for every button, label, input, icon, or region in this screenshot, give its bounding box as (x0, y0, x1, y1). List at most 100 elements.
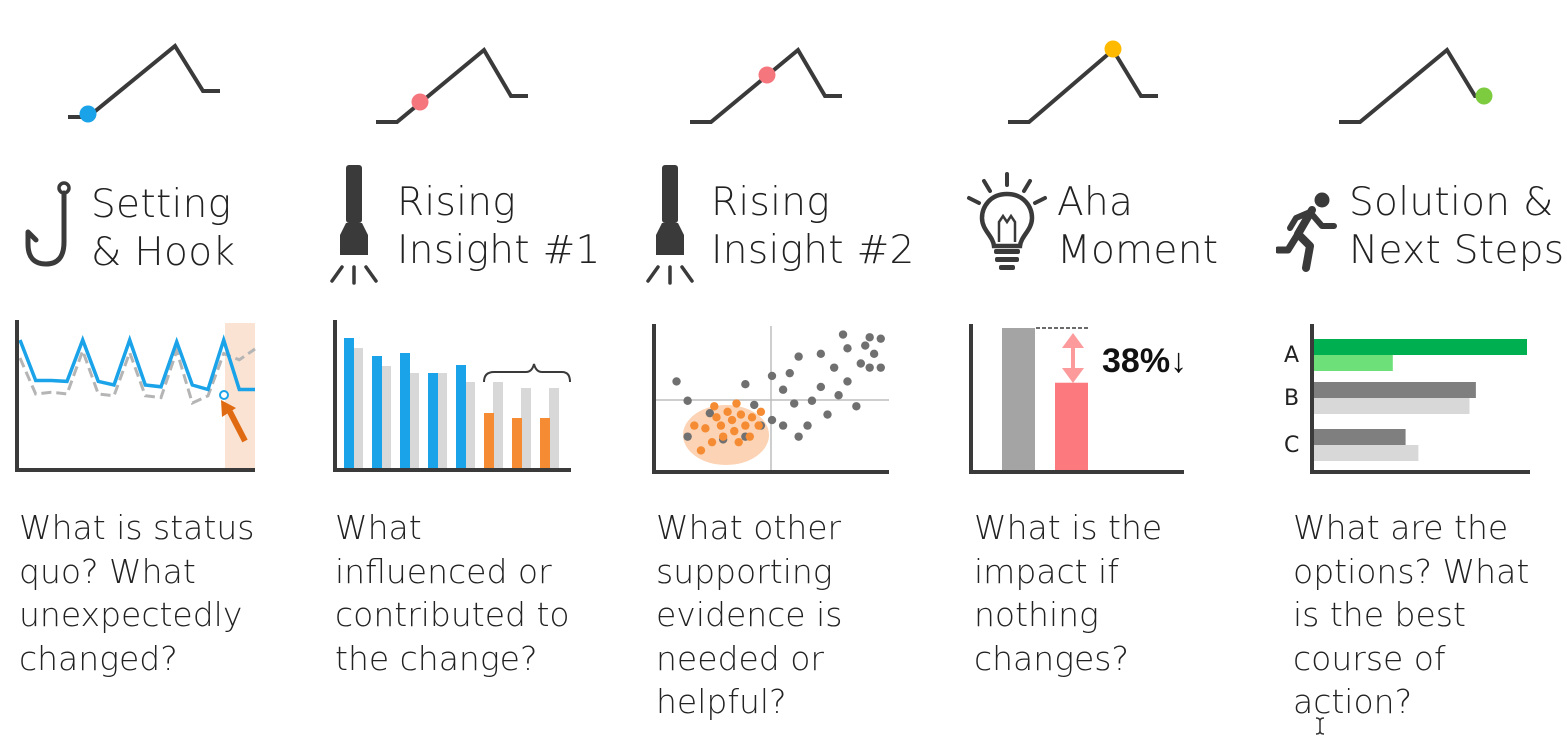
scatter-point-highlight (716, 421, 726, 430)
scatter-point (876, 363, 885, 372)
scatter-point-highlight (734, 437, 743, 447)
scatter-point-highlight (707, 437, 717, 447)
chart-axes (969, 324, 1184, 474)
scatter-point-highlight (732, 399, 741, 408)
bar-chart-impact: 38%↓ (969, 324, 1187, 474)
stage-title: Setting & Hook (91, 182, 236, 275)
lightbulb-icon (967, 172, 1047, 270)
scatter-point-highlight (727, 415, 737, 425)
scatter-point (856, 359, 865, 368)
impact-percentage-label: 38%↓ (1102, 342, 1187, 380)
stage-title: Rising Insight #1 (397, 180, 601, 273)
scatter-point (834, 391, 843, 400)
scatter-chart-evidence (652, 324, 889, 474)
story-arc-position-dot (758, 66, 776, 84)
bar-comparison (409, 373, 419, 468)
scatter-point-highlight (741, 421, 750, 430)
bar-comparison (465, 382, 475, 468)
scatter-point-highlight (718, 432, 728, 441)
bar-option (1314, 339, 1527, 355)
scatter-point (672, 377, 681, 386)
chart-marker (219, 390, 229, 400)
scatter-point (829, 363, 839, 372)
horizontal-bar-chart-options: ABC (1284, 324, 1530, 474)
scatter-point (683, 396, 692, 405)
bar-primary (344, 338, 354, 468)
trend-arrow-icon (221, 400, 248, 443)
scatter-point (778, 421, 788, 430)
scatter-point-highlight (754, 421, 763, 430)
story-arc-icon (690, 46, 842, 124)
bar-chart-influences (333, 320, 571, 472)
scatter-point-highlight (690, 421, 699, 430)
chart-series-actual (18, 334, 255, 392)
chart-axes (652, 324, 889, 474)
scatter-point (816, 349, 826, 359)
scatter-point-highlight (701, 424, 710, 433)
bar-highlight (484, 413, 494, 468)
bar-comparison (381, 366, 391, 468)
bar-current (1002, 328, 1035, 472)
stage-question: What are the options? What is the best c… (1293, 508, 1530, 721)
bar-comparison (493, 382, 503, 468)
scatter-point (865, 363, 874, 372)
scatter-point (794, 352, 803, 361)
scatter-point (852, 402, 861, 411)
bar-option (1314, 429, 1406, 445)
bar-option (1314, 382, 1476, 398)
scatter-point (778, 385, 788, 394)
scatter-point-highlight (745, 432, 754, 441)
bar-comparison (549, 388, 559, 468)
line-chart-status-quo (15, 320, 256, 472)
scatter-point (750, 400, 759, 410)
bar-option-comparison (1314, 398, 1470, 414)
chart-axes (1310, 324, 1530, 474)
bar-highlight (512, 418, 522, 468)
scatter-point (843, 344, 852, 353)
scatter-point (869, 349, 879, 359)
scatter-point (865, 333, 874, 342)
story-arc-position-dot (411, 93, 429, 111)
bar-primary (456, 365, 466, 468)
text-cursor-icon (1315, 717, 1325, 735)
category-label: C (1284, 433, 1299, 458)
category-label: A (1284, 343, 1299, 368)
chart-axes (333, 320, 571, 472)
stage-question: What other supporting evidence is needed… (656, 508, 843, 721)
stage-column-aha-moment: Aha Moment 38%↓ What is the impact if no… (0, 0, 1218, 741)
scatter-point (838, 330, 848, 339)
running-person-icon (1276, 192, 1337, 272)
scatter-point-highlight (723, 407, 732, 416)
bar-comparison (437, 373, 447, 468)
story-arc-position-dot (1475, 87, 1493, 105)
scatter-point (767, 371, 777, 381)
scatter-point-highlight (696, 446, 706, 455)
story-arc-icon (1008, 40, 1158, 124)
stage-column-rising-insight-1: Rising Insight #1 What influenced or con… (0, 0, 600, 741)
bar-option-comparison (1314, 445, 1419, 461)
stage-title: Aha Moment (1057, 180, 1219, 273)
flashlight-icon (330, 165, 378, 285)
stage-title: Rising Insight #2 (711, 180, 915, 273)
scatter-point (807, 396, 817, 405)
bar-primary (400, 353, 410, 468)
scatter-point (790, 399, 799, 408)
scatter-point (803, 421, 812, 430)
stage-column-rising-insight-2: Rising Insight #2 What other supporting … (0, 0, 914, 741)
story-arc-icon (1339, 46, 1493, 124)
stage-question: What is the impact if nothing changes? (974, 508, 1163, 678)
scatter-point (861, 341, 870, 350)
scatter-point (876, 334, 885, 343)
scatter-point (767, 415, 777, 425)
scatter-point-highlight (756, 407, 766, 416)
bar-comparison (521, 388, 531, 468)
stage-column-setting: Setting & Hook What is status quo? What … (0, 0, 300, 741)
category-label: B (1284, 386, 1299, 411)
bar-primary (428, 373, 438, 468)
scatter-point-highlight (730, 426, 739, 436)
hook-icon (25, 181, 71, 267)
bar-primary (372, 356, 382, 468)
flashlight-icon (646, 165, 694, 285)
story-arc-icon (376, 46, 528, 124)
